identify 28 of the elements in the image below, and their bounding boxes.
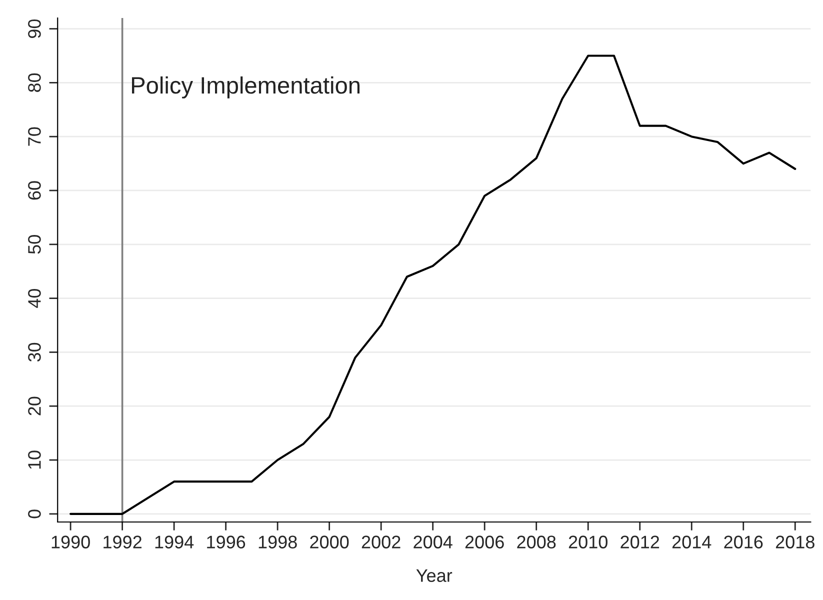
x-tick-label: 2016 <box>724 536 763 548</box>
x-tick-label: 2010 <box>568 536 608 548</box>
ref-line-label: Policy Implementation <box>132 76 360 98</box>
x-tick-label: 1994 <box>155 536 194 548</box>
y-tick-label: 0 <box>28 510 41 518</box>
y-tick-label: 10 <box>28 450 41 469</box>
x-tick-label: 2002 <box>362 536 400 548</box>
y-tick-label: 30 <box>28 342 41 362</box>
x-tick-label: 2008 <box>517 536 556 548</box>
x-tick-label: 2000 <box>310 536 349 548</box>
x-tick-label: 2012 <box>620 536 660 548</box>
x-tick-label: 1996 <box>207 536 246 548</box>
x-axis-title: Year <box>416 569 452 582</box>
y-tick-label: 50 <box>28 235 41 254</box>
y-tick-label: 20 <box>28 396 41 416</box>
y-tick-label: 40 <box>28 288 41 308</box>
x-tick-label: 2006 <box>465 536 504 548</box>
x-tick-label: 1998 <box>258 536 297 548</box>
line-series <box>70 54 796 515</box>
y-tick-label: 80 <box>28 73 41 92</box>
x-tick-label: 2004 <box>414 536 452 548</box>
y-tick-label: 90 <box>28 19 41 38</box>
y-tick-label: 70 <box>28 127 41 146</box>
x-tick-label: 2014 <box>672 536 712 548</box>
x-tick-label: 2018 <box>776 536 814 548</box>
x-tick-label: 1990 <box>52 536 90 548</box>
y-tick-label: 60 <box>28 181 41 200</box>
x-tick-label: 1992 <box>104 536 142 548</box>
